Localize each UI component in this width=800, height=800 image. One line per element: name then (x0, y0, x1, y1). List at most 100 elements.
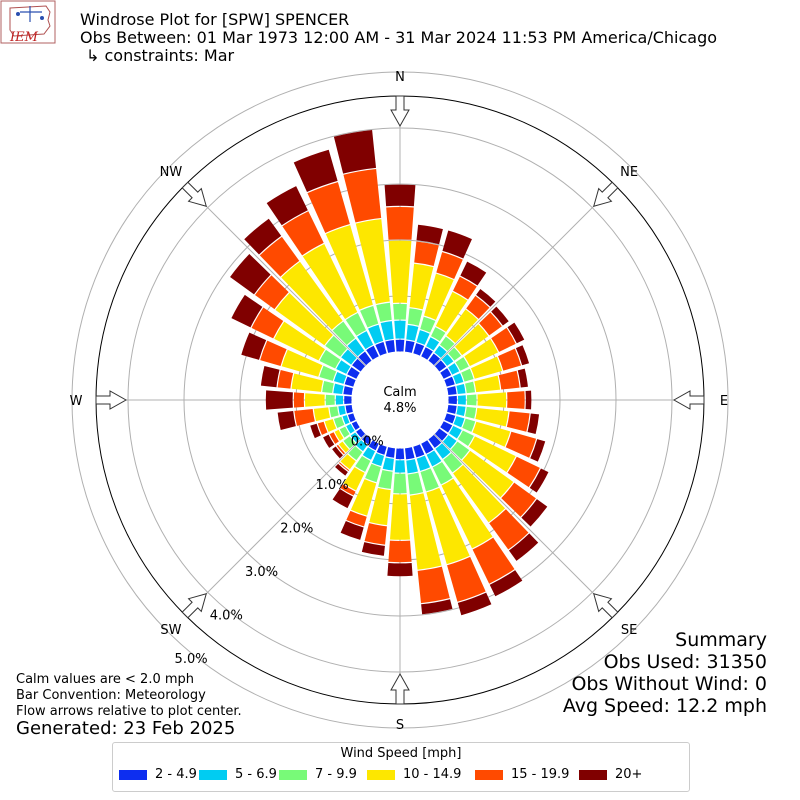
windrose-bar-segment (414, 241, 439, 266)
windrose-bar-segment (384, 184, 416, 207)
windrose-bar-segment (305, 393, 325, 407)
windrose-bar-segment (465, 406, 477, 419)
windrose-bar-segment (351, 421, 360, 431)
windrose-bar-segment (435, 291, 468, 332)
windrose-bar-segment (376, 302, 392, 322)
flow-arrow (593, 593, 619, 619)
windrose-bar-segment (244, 218, 282, 255)
windrose-bar-segment (281, 261, 343, 330)
windrose-bar-segment (426, 487, 470, 565)
windrose-bar-segment (501, 482, 536, 517)
windrose-bar-segment (507, 456, 540, 488)
legend-item: 20+ (579, 767, 642, 782)
windrose-bar-segment (352, 358, 366, 372)
windrose-bar-segment (466, 295, 490, 319)
radial-tick-label: 3.0% (245, 565, 278, 580)
windrose-bar-segment (378, 469, 393, 489)
windrose-bar-segment (350, 479, 377, 516)
windrose-bar-segment (333, 416, 345, 429)
windrose-bar-segment (394, 320, 406, 339)
windrose-bar-segment (470, 356, 503, 379)
grid-spoke (433, 184, 616, 367)
legend-title: Wind Speed [mph] (340, 746, 462, 761)
windrose-bar-segment (455, 324, 489, 356)
windrose-bar-segment (338, 405, 346, 416)
windrose-bar-segment (421, 347, 433, 360)
windrose-bar-segment (390, 494, 410, 540)
legend-item: 2 - 4.9 (119, 767, 197, 782)
windrose-bar-segment (260, 365, 280, 388)
calm-value: 4.8% (383, 401, 416, 416)
windrose-bar-segment (338, 441, 350, 453)
windrose-bar-segment (325, 225, 373, 310)
iem-logo: IEM (0, 0, 56, 45)
flow-arrow (390, 672, 410, 705)
windrose-bar-segment (421, 599, 453, 615)
windrose-bar-segment (442, 230, 472, 259)
windrose-bar-segment (508, 533, 539, 561)
calm-note: Calm values are < 2.0 mph (16, 672, 195, 687)
summary-obs-used: Obs Used: 31350 (603, 651, 767, 673)
windrose-bar-segment (332, 446, 343, 459)
windrose-bar-segment (260, 340, 287, 366)
windrose-bar-segment (426, 450, 442, 467)
windrose-bar-segment (406, 324, 419, 341)
summary-avg-speed: Avg Speed: 12.2 mph (562, 695, 767, 717)
radial-tick-label: 5.0% (175, 652, 208, 667)
windrose-bar-segment (434, 428, 448, 441)
windrose-bar-segment (434, 345, 447, 358)
windrose-bar-segment (447, 404, 457, 414)
windrose-bar-segment (527, 413, 540, 435)
generated-date: Generated: 23 Feb 2025 (16, 718, 236, 739)
windrose-bar-segment (443, 452, 463, 473)
windrose-bar-segment (474, 375, 501, 393)
windrose-bar-segment (457, 592, 492, 616)
windrose-bar-segment (348, 446, 363, 461)
windrose-bar-segment (319, 349, 341, 369)
windrose-bar-segment (277, 370, 294, 389)
windrose-bar-segment (332, 488, 354, 509)
windrose-bar-segment (449, 425, 462, 439)
windrose-bar-segment (323, 434, 335, 448)
windrose-bar-segment (442, 435, 457, 449)
legend-item: 15 - 19.9 (475, 767, 569, 782)
windrose-bar-segment (355, 219, 390, 304)
grid-ring (71, 71, 729, 729)
windrose-bar-segment (365, 463, 381, 483)
windrose-bar-segment (476, 289, 496, 307)
windrose-bar-segment (441, 478, 493, 549)
windrose-bar-segment (446, 309, 478, 343)
windrose-bar-segment (453, 373, 464, 385)
calm-circle (352, 352, 448, 448)
windrose-bar-segment (335, 395, 344, 405)
legend-label: 10 - 14.9 (403, 767, 462, 782)
windrose-bar-segment (521, 499, 548, 527)
windrose-bar-segment (345, 404, 353, 414)
summary-heading: Summary (675, 629, 767, 651)
windrose-bar-segment (356, 428, 366, 438)
windrose-bar-segment (259, 236, 300, 277)
chart-subtitle-period: Obs Between: 01 Mar 1973 12:00 AM - 31 M… (80, 28, 718, 47)
windrose-bar-segment (453, 276, 477, 300)
windrose-bar-segment (343, 436, 356, 449)
legend-item: 7 - 9.9 (279, 767, 357, 782)
windrose-bar-segment (456, 405, 466, 417)
windrose-bar-segment (406, 459, 418, 474)
windrose-bar-segment (385, 340, 396, 353)
direction-label: N (395, 70, 405, 85)
windrose-bar-segment (274, 321, 325, 361)
radial-tick-label: 2.0% (280, 521, 313, 536)
windrose-bar-segment (447, 386, 457, 396)
windrose-bar-segment (329, 406, 339, 418)
windrose-bar-segment (322, 380, 334, 393)
windrose-bar-segment (357, 331, 374, 350)
windrose-bar-segment (409, 493, 442, 570)
windrose-bar-segment (307, 182, 350, 233)
windrose-bar-segment (340, 484, 356, 496)
windrose-bar-segment (368, 440, 379, 451)
summary-obs-without-wind: Obs Without Wind: 0 (571, 673, 767, 695)
windrose-bar-segment (325, 394, 335, 406)
windrose-bar-segment (360, 305, 379, 328)
windrose-bar-segment (282, 211, 324, 256)
windrose-bar-segment (356, 440, 368, 452)
